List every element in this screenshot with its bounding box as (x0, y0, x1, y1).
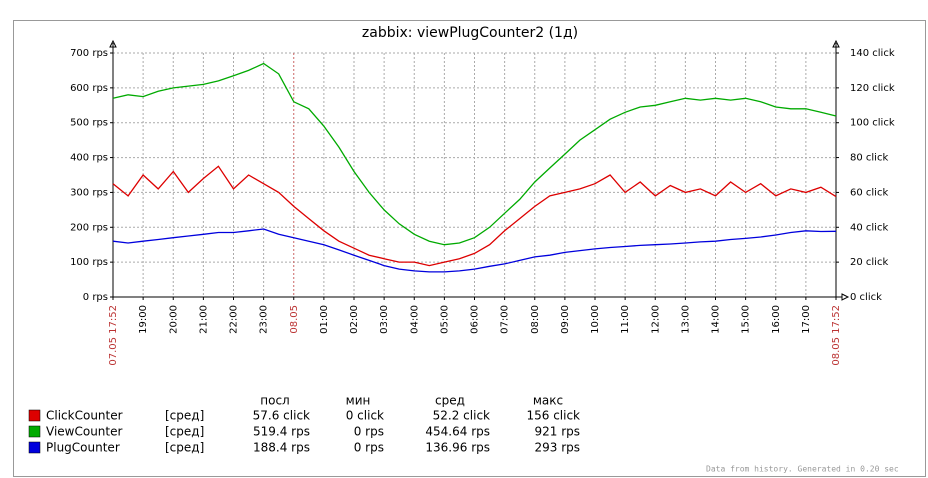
y2-tick-label: 140 click (850, 48, 895, 59)
y-tick-label: 600 rps (70, 83, 108, 94)
y-tick-label: 500 rps (70, 118, 108, 129)
legend-swatch (28, 425, 41, 438)
legend-stat: 454.64 rps (425, 425, 490, 439)
arrow (832, 39, 840, 48)
x-tick-label: 02:00 (349, 305, 360, 334)
legend-header: макс (533, 394, 563, 408)
arrow (841, 293, 850, 301)
y-tick-label: 700 rps (70, 48, 108, 59)
y2-tick-label: 100 click (850, 118, 895, 129)
legend-header: мин (346, 394, 371, 408)
y-tick-label: 300 rps (70, 187, 108, 198)
legend-stat: 57.6 click (253, 409, 310, 423)
legend-func: [сред] (165, 409, 204, 423)
x-tick-label: 10:00 (590, 305, 601, 334)
x-tick-label: 15:00 (741, 305, 752, 334)
legend-stat: 0 click (346, 409, 384, 423)
y2-tick-label: 60 click (850, 187, 888, 198)
y-tick-label: 400 rps (70, 153, 108, 164)
x-tick-label: 04:00 (409, 305, 420, 334)
legend-swatch (28, 441, 41, 454)
legend-name: PlugCounter (46, 441, 120, 455)
legend-stat: 136.96 rps (425, 441, 490, 455)
legend-stat: 519.4 rps (253, 425, 310, 439)
legend-swatch (28, 409, 41, 422)
y2-tick-label: 80 click (850, 153, 888, 164)
y-tick-label: 200 rps (70, 222, 108, 233)
frame (13, 20, 926, 477)
y-tick-label: 0 rps (83, 292, 108, 303)
legend-stat: 921 rps (534, 425, 580, 439)
x-tick-label: 08.05 17:52 (831, 305, 842, 366)
x-tick-label: 23:00 (259, 305, 270, 334)
series-line (112, 165, 837, 267)
x-tick-label: 12:00 (650, 305, 661, 334)
y2-tick-label: 40 click (850, 222, 888, 233)
x-tick-label: 20:00 (168, 305, 179, 334)
x-tick-label: 01:00 (319, 305, 330, 334)
legend-header: сред (435, 394, 465, 408)
y2-tick-label: 0 click (850, 292, 882, 303)
x-tick-label: 14:00 (711, 305, 722, 334)
x-tick-label: 08:00 (530, 305, 541, 334)
x-tick-label: 07.05 17:52 (108, 305, 119, 366)
series-line (112, 228, 837, 273)
y2-tick-label: 20 click (850, 257, 888, 268)
legend-func: [сред] (165, 425, 204, 439)
legend-stat: 0 rps (354, 425, 384, 439)
chart-title: zabbix: viewPlugCounter2 (1д) (362, 25, 578, 41)
legend-stat: 52.2 click (433, 409, 490, 423)
x-tick-label: 06:00 (470, 305, 481, 334)
series-line (112, 62, 837, 246)
legend-func: [сред] (165, 441, 204, 455)
legend-header: посл (260, 394, 289, 408)
x-tick-label: 19:00 (138, 305, 149, 334)
legend-stat: 0 rps (354, 441, 384, 455)
x-tick-label: 09:00 (560, 305, 571, 334)
x-tick-label: 07:00 (500, 305, 511, 334)
x-tick-label: 16:00 (771, 305, 782, 334)
legend-stat: 293 rps (534, 441, 580, 455)
footer: Data from history. Generated in 0.20 sec (706, 465, 899, 474)
legend-name: ViewCounter (46, 425, 122, 439)
x-tick-label: 08.05 (289, 305, 300, 334)
legend-stat: 156 click (526, 409, 580, 423)
x-tick-label: 03:00 (379, 305, 390, 334)
legend-name: ClickCounter (46, 409, 123, 423)
x-tick-label: 05:00 (439, 305, 450, 334)
y-tick-label: 100 rps (70, 257, 108, 268)
x-tick-label: 13:00 (680, 305, 691, 334)
x-tick-label: 11:00 (620, 305, 631, 334)
x-tick-label: 22:00 (229, 305, 240, 334)
legend-stat: 188.4 rps (253, 441, 310, 455)
arrow (109, 39, 117, 48)
x-tick-label: 17:00 (801, 305, 812, 334)
y2-tick-label: 120 click (850, 83, 895, 94)
x-tick-label: 21:00 (198, 305, 209, 334)
